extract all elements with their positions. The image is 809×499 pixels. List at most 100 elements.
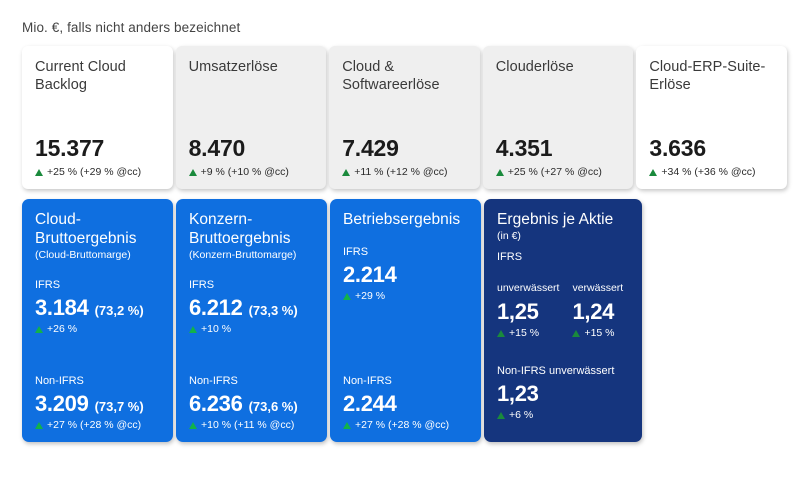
eps-diluted-header: verwässert — [572, 282, 624, 294]
kpi-delta: +11 % (+12 % @cc) — [342, 166, 467, 179]
spacer — [342, 94, 467, 135]
trend-up-icon — [343, 293, 351, 300]
trend-up-icon — [497, 330, 505, 337]
seg-nonifrs-value: 2.244 — [343, 391, 397, 416]
kpi-value: 4.351 — [495, 135, 553, 161]
eps-nonifrs-delta: +6 % — [497, 409, 629, 422]
seg-ifrs-delta-text: +10 % — [201, 323, 232, 335]
eps-nonifrs-value: 1,23 — [497, 381, 539, 406]
trend-up-icon — [495, 169, 504, 176]
seg-ifrs-label: IFRS — [189, 279, 215, 291]
eps-nonifrs-label: Non-IFRS unverwässert — [497, 365, 615, 377]
spacer — [343, 229, 468, 245]
seg-subtitle: (Cloud-Bruttomarge) — [35, 249, 131, 261]
kpi-card-cloud-erp-suite-erloese[interactable]: Cloud-ERP-Suite-Erlöse 3.636 +34 % (+36 … — [636, 46, 787, 189]
kpi-value: 3.636 — [649, 135, 706, 161]
units-caption: Mio. €, falls nicht anders bezeichnet — [22, 20, 241, 35]
kpi-value: 7.429 — [342, 135, 399, 161]
eps-diluted-delta: +15 % — [572, 327, 623, 340]
eps-columns: unverwässert 1,25 +15 % verwässert 1,24 … — [497, 281, 629, 340]
seg-nonifrs-value-line: 2.244 — [343, 391, 468, 416]
kpi-title: Cloud-ERP-Suite-Erlöse — [649, 59, 766, 93]
kpi-title: Clouderlöse — [495, 59, 574, 75]
trend-up-icon — [343, 422, 351, 429]
trend-up-icon — [649, 169, 658, 176]
trend-up-icon — [189, 422, 197, 429]
seg-ifrs-label: IFRS — [343, 246, 369, 258]
seg-title: Ergebnis je Aktie — [497, 211, 614, 228]
trend-up-icon — [35, 326, 43, 333]
seg-ifrs-margin: (73,3 %) — [248, 303, 298, 318]
seg-ifrs-value-line: 3.184 (73,2 %) — [35, 295, 160, 320]
kpi-card-cloud-bruttoergebnis[interactable]: Cloud-Bruttoergebnis (Cloud-Bruttomarge)… — [22, 199, 173, 442]
seg-subtitle: (in €) — [497, 230, 521, 242]
seg-ifrs-margin: (73,2 %) — [94, 303, 144, 318]
kpi-delta-text: +9 % (+10 % @cc) — [200, 166, 289, 178]
kpi-title: Current Cloud Backlog — [35, 59, 126, 93]
kpi-card-current-cloud-backlog[interactable]: Current Cloud Backlog 15.377 +25 % (+29 … — [22, 46, 173, 189]
spacer — [496, 76, 621, 135]
seg-nonifrs-label: Non-IFRS — [343, 375, 392, 387]
seg-ifrs-value: 6.212 — [189, 295, 243, 320]
seg-ifrs-delta-text: +26 % — [47, 323, 78, 335]
kpi-card-cloud-und-softwareerloese[interactable]: Cloud & Softwareerlöse 7.429 +11 % (+12 … — [329, 46, 480, 189]
spacer — [649, 94, 774, 135]
seg-nonifrs-value: 3.209 — [35, 391, 89, 416]
kpi-value: 8.470 — [188, 135, 246, 161]
eps-diluted-value: 1,24 — [572, 299, 615, 324]
seg-nonifrs-value-line: 3.209 (73,7 %) — [35, 391, 160, 416]
seg-nonifrs-delta-text: +10 % (+11 % @cc) — [201, 419, 295, 431]
kpi-card-betriebsergebnis[interactable]: Betriebsergebnis IFRS 2.214 +29 % Non-IF… — [330, 199, 481, 442]
seg-title: Betriebsergebnis — [343, 211, 461, 228]
kpi-delta: +25 % (+27 % @cc) — [495, 166, 621, 179]
kpi-value: 15.377 — [35, 135, 105, 161]
seg-nonifrs-margin: (73,7 %) — [94, 399, 144, 414]
kpi-card-row-top: Current Cloud Backlog 15.377 +25 % (+29 … — [22, 46, 787, 189]
trend-up-icon — [189, 326, 197, 333]
eps-basic-value: 1,25 — [497, 299, 539, 324]
kpi-delta: +34 % (+36 % @cc) — [649, 166, 774, 179]
seg-title: Cloud-Bruttoergebnis — [35, 211, 137, 247]
seg-ifrs-value: 2.214 — [343, 262, 397, 287]
seg-nonifrs-value: 6.236 — [189, 391, 243, 416]
kpi-delta: +25 % (+29 % @cc) — [35, 166, 160, 179]
spacer — [497, 340, 629, 364]
spacer — [343, 303, 468, 374]
seg-nonifrs-value-line: 6.236 (73,6 %) — [189, 391, 314, 416]
trend-up-icon — [497, 412, 505, 419]
seg-nonifrs-delta-text: +27 % (+28 % @cc) — [355, 419, 450, 431]
kpi-title: Cloud & Softwareerlöse — [342, 59, 440, 93]
seg-ifrs-delta: +26 % — [35, 323, 160, 336]
spacer — [35, 336, 160, 374]
seg-ifrs-value-line: 2.214 — [343, 262, 468, 287]
kpi-delta-text: +34 % (+36 % @cc) — [661, 166, 756, 178]
eps-diluted-column: verwässert 1,24 +15 % — [572, 281, 623, 340]
seg-nonifrs-delta: +27 % (+28 % @cc) — [35, 419, 160, 432]
seg-ifrs-delta-text: +29 % — [355, 290, 386, 302]
spacer — [189, 262, 314, 278]
seg-ifrs-label: IFRS — [497, 251, 523, 263]
kpi-card-ergebnis-je-aktie[interactable]: Ergebnis je Aktie (in €) IFRS unverwässe… — [484, 199, 642, 442]
seg-ifrs-value-line: 6.212 (73,3 %) — [189, 295, 314, 320]
kpi-delta: +9 % (+10 % @cc) — [188, 166, 314, 179]
trend-up-icon — [342, 169, 351, 176]
trend-up-icon — [572, 330, 581, 337]
kpi-delta-text: +11 % (+12 % @cc) — [354, 166, 448, 178]
seg-title: Konzern-Bruttoergebnis — [189, 211, 291, 247]
spacer — [189, 76, 314, 135]
seg-nonifrs-margin: (73,6 %) — [248, 399, 298, 414]
seg-ifrs-delta: +29 % — [343, 290, 468, 303]
trend-up-icon — [35, 422, 43, 429]
kpi-card-clouderloese[interactable]: Clouderlöse 4.351 +25 % (+27 % @cc) — [482, 46, 634, 189]
eps-basic-delta-text: +15 % — [509, 327, 540, 339]
kpi-card-umsatzerloese[interactable]: Umsatzerlöse 8.470 +9 % (+10 % @cc) — [175, 46, 327, 189]
seg-nonifrs-delta: +10 % (+11 % @cc) — [189, 419, 314, 432]
kpi-title: Umsatzerlöse — [188, 59, 278, 75]
seg-nonifrs-label: Non-IFRS — [35, 375, 84, 387]
kpi-card-konzern-bruttoergebnis[interactable]: Konzern-Bruttoergebnis (Konzern-Bruttoma… — [176, 199, 327, 442]
seg-ifrs-delta: +10 % — [189, 323, 314, 336]
seg-ifrs-label: IFRS — [35, 279, 61, 291]
kpi-card-row-bottom: Cloud-Bruttoergebnis (Cloud-Bruttomarge)… — [22, 199, 642, 442]
seg-nonifrs-label: Non-IFRS — [189, 375, 238, 387]
spacer — [189, 336, 314, 374]
